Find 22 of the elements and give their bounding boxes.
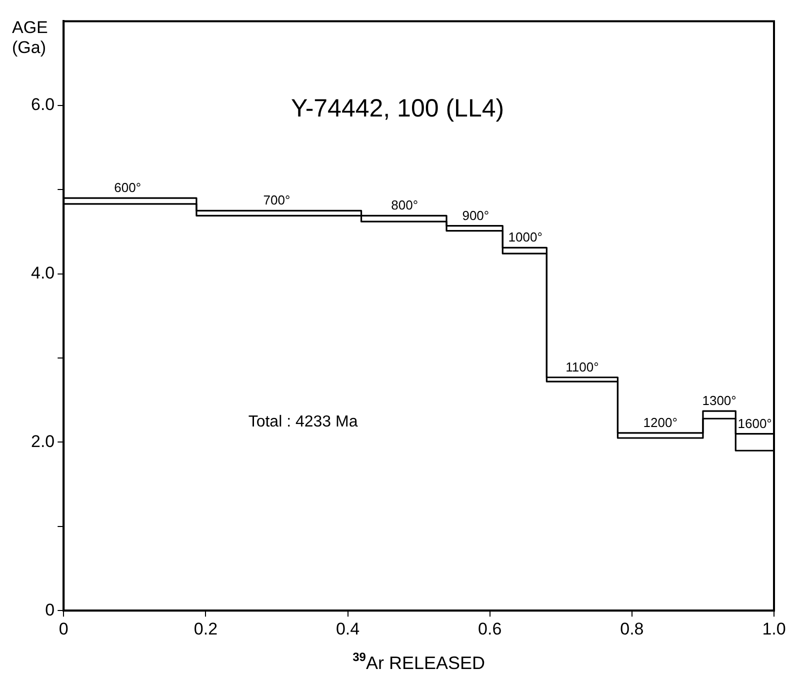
y-axis-title: AGE (Ga)	[12, 18, 48, 58]
y-tick-label: 4.0	[30, 263, 55, 282]
annotation: 1000°	[508, 230, 542, 245]
annotation: 1600°	[738, 416, 772, 431]
annotation: 700°	[263, 192, 290, 208]
x-tick-label: 0	[58, 619, 68, 638]
annotation: 800°	[391, 198, 418, 213]
y-tick-label: 6.0	[30, 95, 55, 114]
x-tick-label: 0.4	[336, 619, 360, 638]
x-tick-label: 0.6	[478, 619, 502, 638]
x-tick-label: 1.0	[762, 619, 786, 638]
text: Y-74442, 100 (LL4)	[290, 94, 504, 122]
y-tick-label: 0	[45, 600, 55, 620]
y-tick-label: 2.0	[30, 432, 55, 451]
x-tick-label: 0.8	[620, 619, 644, 638]
annotation: Total : 4233 Ma	[248, 413, 358, 430]
annotation: 1100°	[566, 359, 599, 374]
annotation: 600°	[114, 180, 142, 196]
annotation: 1200°	[643, 414, 678, 430]
annotation: 900°	[462, 208, 490, 223]
x-tick-label: 0.2	[194, 619, 218, 638]
annotation: 1300°	[702, 393, 736, 408]
